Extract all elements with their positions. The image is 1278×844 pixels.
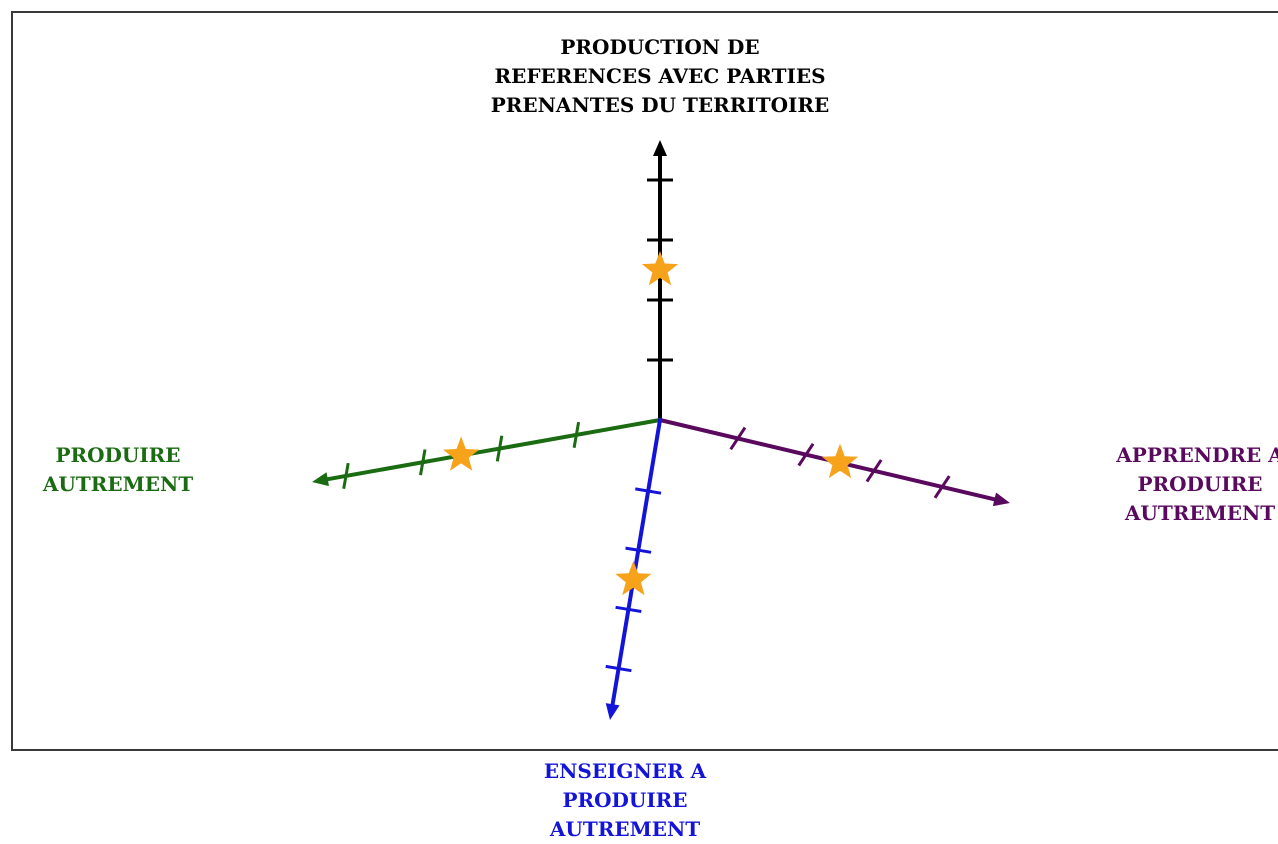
axis-left-line — [325, 418, 662, 482]
axis-label-right-line-3: AUTREMENT — [1124, 501, 1276, 525]
axis-label-bottom-line-2: PRODUIRE — [562, 788, 688, 812]
axis-label-right-line-1: APPRENDRE A — [1116, 443, 1278, 467]
axis-bottom-tick — [625, 546, 652, 554]
axis-right-tick — [797, 442, 815, 467]
axis-left-tick — [419, 449, 427, 476]
axis-label-left-line-2: AUTREMENT — [42, 472, 194, 496]
axis-top-star-icon — [641, 251, 679, 286]
axis-label-top: PRODUCTION DE REFERENCES AVEC PARTIES PR… — [490, 33, 830, 120]
axis-label-top-line-1: PRODUCTION DE — [560, 35, 760, 59]
axis-right-tick — [729, 426, 747, 451]
axis-right-tick — [933, 475, 951, 499]
axis-label-right-line-2: PRODUIRE — [1137, 472, 1263, 496]
axis-left-star-icon — [443, 436, 480, 471]
axis-bottom-line — [610, 418, 662, 707]
axis-right-tick — [865, 459, 883, 483]
axis-left-tick — [342, 462, 350, 490]
axis-label-bottom-line-1: ENSEIGNER A — [543, 759, 707, 783]
axis-label-bottom: ENSEIGNER A PRODUIRE AUTREMENT — [530, 757, 720, 844]
axis-label-left: PRODUIRE AUTREMENT — [28, 441, 208, 499]
axis-top-arrowhead — [653, 140, 667, 156]
axis-bottom-tick — [635, 487, 662, 495]
axis-label-right: APPRENDRE A PRODUIRE AUTREMENT — [1110, 441, 1278, 528]
axis-left-arrowhead — [312, 472, 329, 487]
axis-label-top-line-3: PRENANTES DU TERRITOIRE — [490, 93, 830, 117]
axis-label-left-line-1: PRODUIRE — [55, 443, 181, 467]
axis-left-tick — [572, 421, 581, 448]
axis-label-top-line-2: REFERENCES AVEC PARTIES — [494, 64, 826, 88]
diagram-frame — [11, 11, 1278, 751]
axis-bottom-tick — [605, 664, 632, 673]
axis-left-tick — [495, 435, 504, 462]
axis-bottom-tick — [615, 605, 642, 613]
axis-right-arrowhead — [992, 492, 1010, 507]
axis-bottom-star-icon — [615, 560, 652, 596]
axis-right-star-icon — [821, 443, 859, 479]
axis-bottom-arrowhead — [605, 703, 620, 720]
axis-label-bottom-line-3: AUTREMENT — [549, 817, 701, 841]
